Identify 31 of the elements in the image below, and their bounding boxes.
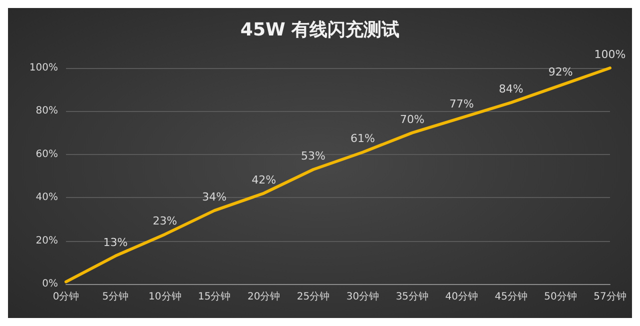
data-label: 34% <box>202 190 227 204</box>
x-tick-label: 0分钟 <box>52 290 80 302</box>
data-label: 53% <box>301 150 326 163</box>
data-label: 70% <box>400 112 424 126</box>
data-label: 42% <box>252 173 276 186</box>
y-tick-label: 60% <box>36 148 58 160</box>
x-tick-label: 40分钟 <box>445 290 478 302</box>
line-series <box>64 66 612 284</box>
x-tick-label: 30分钟 <box>346 290 380 302</box>
data-label: 100% <box>594 48 626 61</box>
x-tick-label: 5分钟 <box>102 290 129 302</box>
y-tick-label: 0% <box>42 278 58 290</box>
x-tick-label: 25分钟 <box>296 290 330 302</box>
y-tick-label: 40% <box>36 192 58 204</box>
x-tick-label: 50分钟 <box>544 290 577 302</box>
data-label: 77% <box>449 98 474 111</box>
x-tick-label: 20分钟 <box>247 290 280 302</box>
y-tick-label: 80% <box>36 106 58 117</box>
data-label: 92% <box>548 65 573 78</box>
x-tick-label: 57分钟 <box>594 290 626 302</box>
x-tick-label: 35分钟 <box>396 290 429 302</box>
y-tick-label: 100% <box>29 62 58 74</box>
data-label: 23% <box>152 214 178 228</box>
data-label: 13% <box>103 236 128 249</box>
data-label: 61% <box>350 132 375 146</box>
x-tick-label: 45分钟 <box>494 290 528 302</box>
y-tick-label: 20% <box>36 235 58 246</box>
chart-title: 45W 有线闪充测试 <box>240 20 400 40</box>
data-label: 84% <box>498 82 524 96</box>
x-tick-label: 10分钟 <box>148 290 182 302</box>
x-tick-label: 15分钟 <box>198 290 231 302</box>
